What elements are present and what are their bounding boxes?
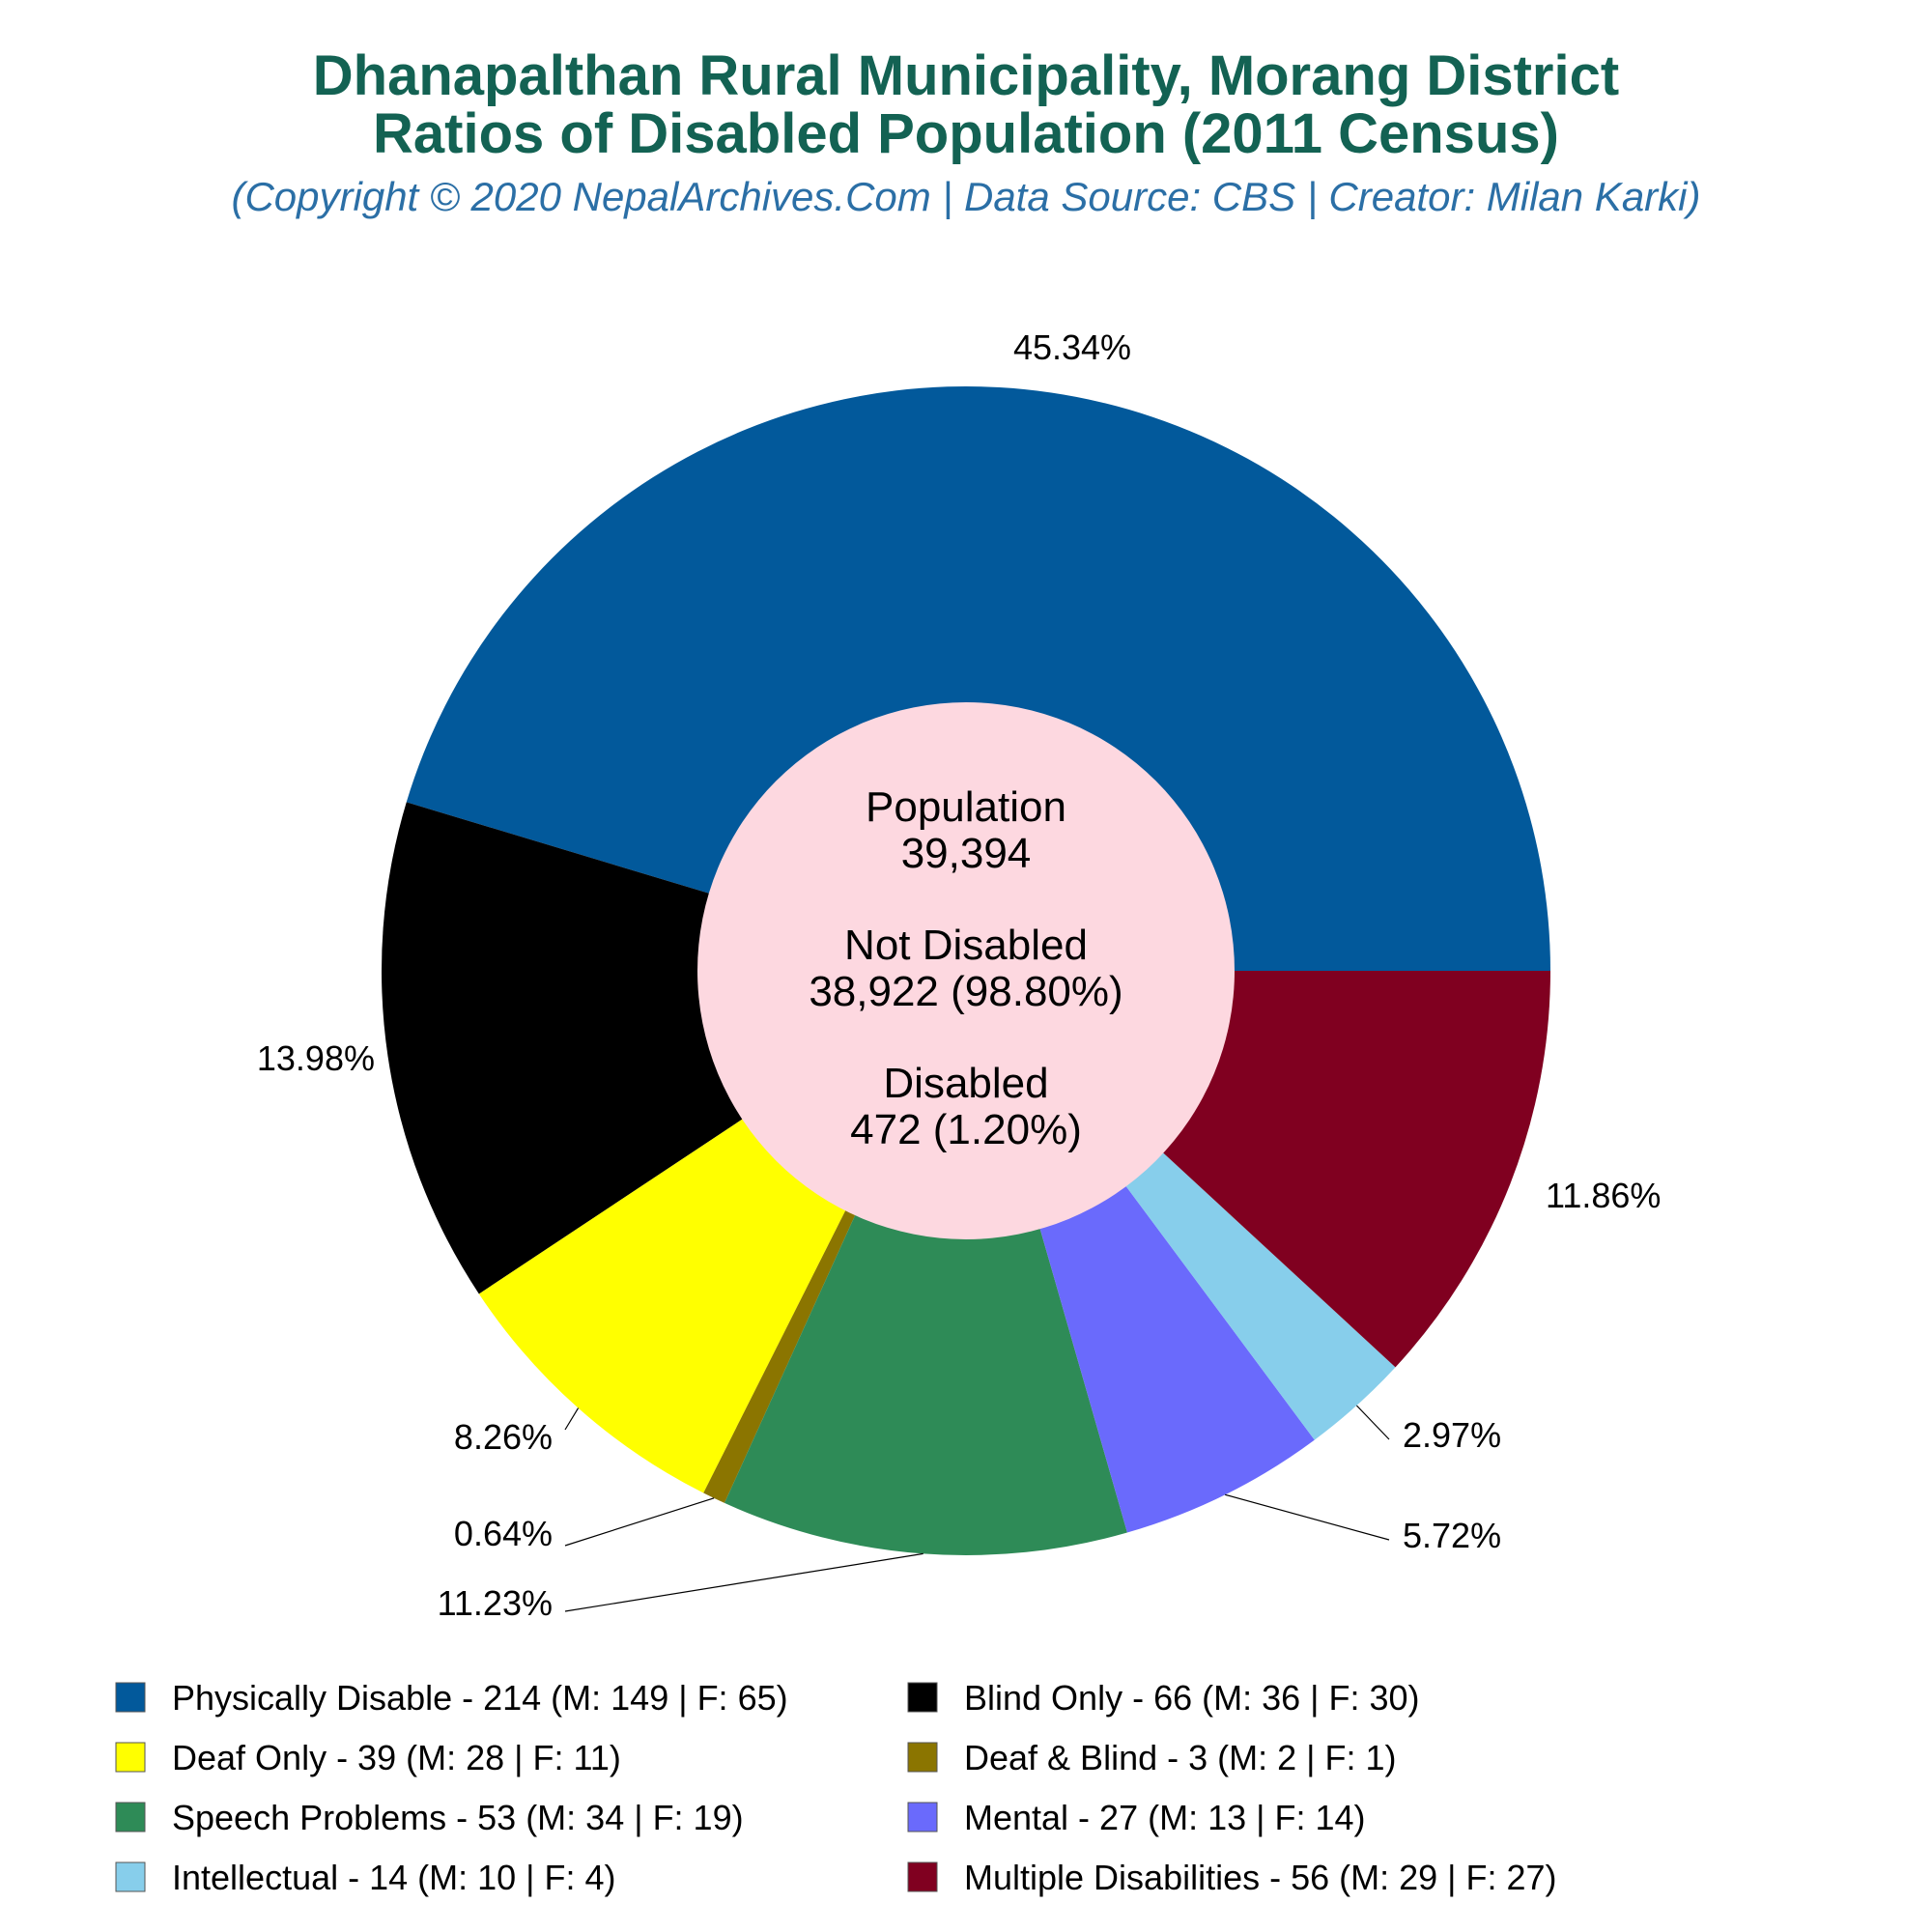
percent-label-7: 2.97% (1403, 1415, 1501, 1455)
chart-legend: Physically Disable - 214 (M: 149 | F: 65… (115, 1678, 1557, 1897)
leader-line-7 (1355, 1405, 1390, 1440)
chart-title-line2: Ratios of Disabled Population (2011 Cens… (373, 102, 1559, 165)
legend-entry-7: Intellectual - 14 (M: 10 | F: 4) (172, 1858, 616, 1897)
legend-swatch-3 (115, 1742, 146, 1773)
legend-entry-6: Mental - 27 (M: 13 | F: 14) (964, 1798, 1366, 1837)
percent-label-3: 8.26% (454, 1417, 553, 1457)
legend-swatch-5 (115, 1802, 146, 1833)
chart-subtitle: (Copyright © 2020 NepalArchives.Com | Da… (231, 174, 1700, 220)
legend-swatch-1 (115, 1682, 146, 1713)
center-population-value: 39,394 (901, 830, 1032, 877)
percent-label-8: 11.86% (1546, 1176, 1661, 1215)
center-population-label: Population (866, 783, 1066, 831)
legend-swatch-6 (907, 1802, 938, 1833)
center-disabled-value: 472 (1.20%) (850, 1106, 1082, 1153)
leader-line-6 (1225, 1493, 1390, 1541)
leader-line-4 (564, 1497, 715, 1547)
legend-swatch-8 (907, 1861, 938, 1892)
percent-label-4: 0.64% (454, 1514, 553, 1553)
percent-label-6: 5.72% (1403, 1516, 1501, 1555)
label-leader-lines (564, 1405, 1390, 1612)
legend-swatch-2 (907, 1682, 938, 1713)
leader-line-5 (564, 1552, 923, 1612)
legend-entry-1: Physically Disable - 214 (M: 149 | F: 65… (172, 1678, 788, 1718)
legend-swatch-7 (115, 1861, 146, 1892)
center-not-disabled-value: 38,922 (98.80%) (809, 968, 1122, 1015)
legend-entry-3: Deaf Only - 39 (M: 28 | F: 11) (172, 1738, 621, 1777)
percent-labels: 45.34% 13.98% 8.26% 0.64% 11.23% 5.72% 2.97% 11… (257, 327, 1662, 1623)
legend-entry-2: Blind Only - 66 (M: 36 | F: 30) (964, 1678, 1420, 1718)
percent-label-5: 11.23% (438, 1583, 553, 1623)
pie-slice-1 (406, 385, 1550, 971)
legend-entry-4: Deaf & Blind - 3 (M: 2 | F: 1) (964, 1738, 1397, 1777)
percent-label-1: 45.34% (1013, 327, 1131, 367)
percent-label-2: 13.98% (257, 1038, 375, 1078)
legend-swatch-4 (907, 1742, 938, 1773)
legend-entry-5: Speech Problems - 53 (M: 34 | F: 19) (172, 1798, 744, 1837)
pie-slice-5 (724, 971, 1127, 1555)
pie-slice-2 (382, 802, 966, 1294)
leader-line-3 (564, 1407, 580, 1431)
center-not-disabled-label: Not Disabled (844, 922, 1088, 969)
chart-title-line1: Dhanapalthan Rural Municipality, Morang … (313, 44, 1619, 107)
center-summary-disc (697, 702, 1235, 1239)
legend-entry-8: Multiple Disabilities - 56 (M: 29 | F: 2… (964, 1858, 1557, 1897)
center-disabled-label: Disabled (883, 1060, 1048, 1107)
